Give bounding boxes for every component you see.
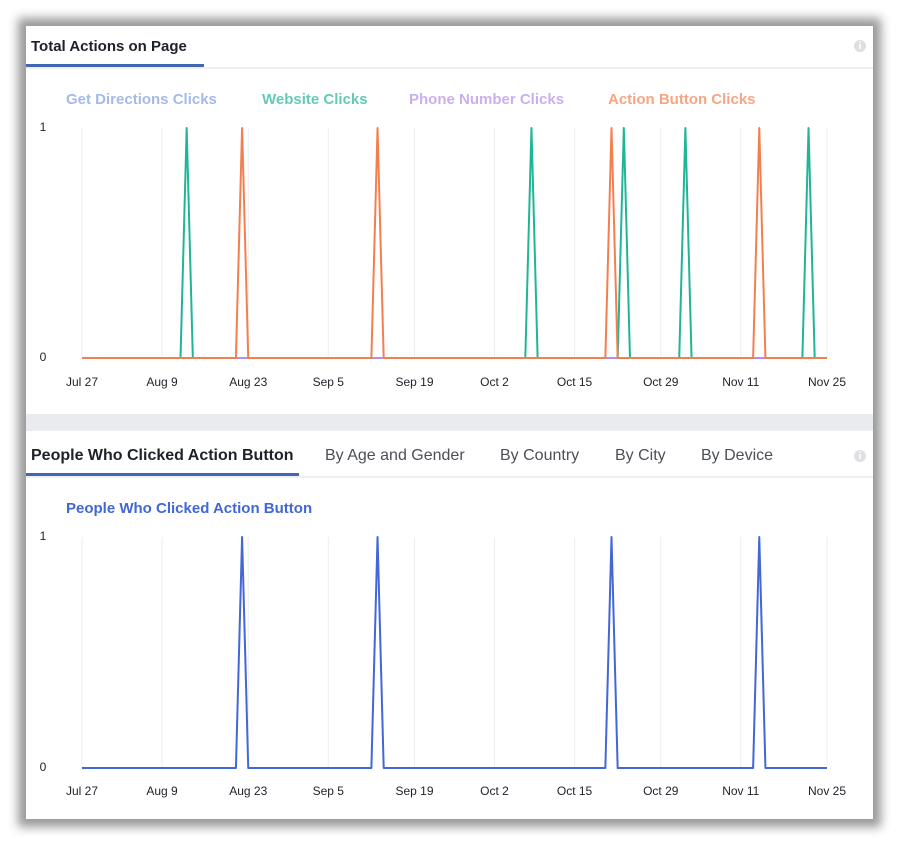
x-tick-label: Aug 9: [146, 375, 178, 389]
series-line: [82, 127, 827, 359]
section-separator: [26, 414, 873, 431]
info-icon[interactable]: [854, 40, 866, 52]
legend-entry: Phone Number Clicks: [409, 91, 564, 108]
x-tick-label: Sep 19: [395, 784, 433, 798]
y-tick-label: 0: [40, 760, 47, 774]
tab[interactable]: By Country: [500, 447, 579, 464]
y-tick-label: 1: [40, 120, 47, 134]
legend-entry: Action Button Clicks: [608, 91, 756, 108]
active-tab-underline: [26, 473, 299, 476]
x-tick-label: Sep 5: [313, 784, 345, 798]
legend-entry: Get Directions Clicks: [66, 91, 217, 108]
x-tick-label: Aug 9: [146, 784, 178, 798]
y-tick-label: 1: [40, 529, 47, 543]
y-tick-label: 0: [40, 350, 47, 364]
x-tick-label: Aug 23: [229, 784, 267, 798]
x-tick-label: Oct 2: [480, 784, 509, 798]
x-tick-label: Aug 23: [229, 375, 267, 389]
tab[interactable]: By Device: [701, 447, 773, 464]
legend-entry: Website Clicks: [262, 91, 368, 108]
active-tab-underline: [26, 64, 204, 67]
x-tick-label: Oct 29: [643, 375, 679, 389]
info-icon[interactable]: [854, 450, 866, 462]
tab[interactable]: People Who Clicked Action Button: [31, 447, 294, 464]
x-tick-label: Jul 27: [66, 375, 98, 389]
tab[interactable]: Total Actions on Page: [31, 38, 187, 55]
series-line: [82, 536, 827, 769]
x-tick-label: Oct 2: [480, 375, 509, 389]
x-tick-label: Jul 27: [66, 784, 98, 798]
x-tick-label: Nov 11: [722, 784, 759, 798]
tab[interactable]: By Age and Gender: [325, 447, 465, 464]
x-tick-label: Oct 15: [557, 784, 593, 798]
x-tick-label: Nov 25: [808, 784, 846, 798]
x-tick-label: Nov 25: [808, 375, 846, 389]
x-tick-label: Oct 15: [557, 375, 593, 389]
tab[interactable]: By City: [615, 447, 666, 464]
x-tick-label: Sep 5: [313, 375, 345, 389]
x-tick-label: Oct 29: [643, 784, 679, 798]
x-tick-label: Nov 11: [722, 375, 759, 389]
x-tick-label: Sep 19: [395, 375, 433, 389]
legend-entry: People Who Clicked Action Button: [66, 500, 312, 517]
